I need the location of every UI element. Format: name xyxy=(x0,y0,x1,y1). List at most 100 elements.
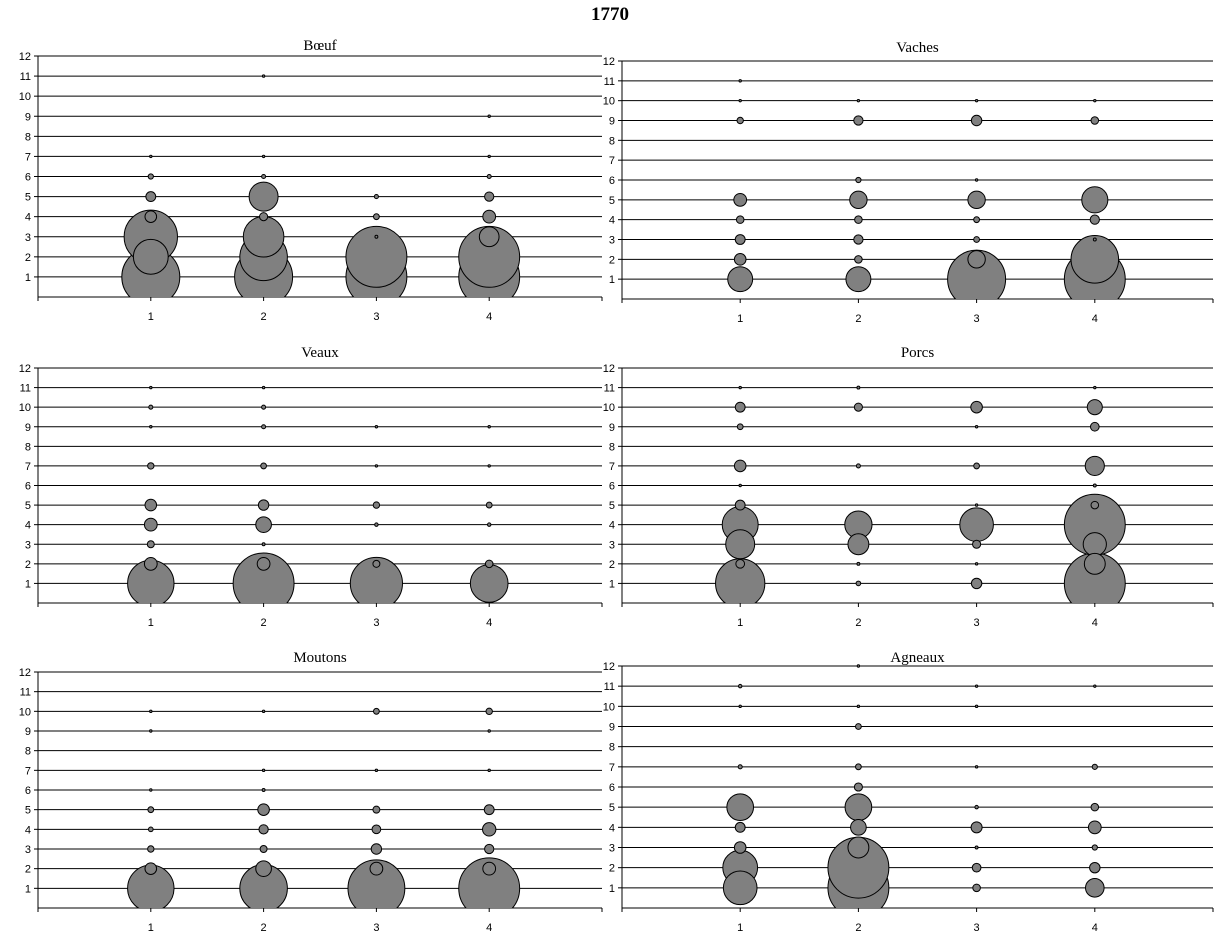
y-tick-label: 6 xyxy=(25,172,31,184)
x-tick-label: 2 xyxy=(855,313,861,325)
bubble xyxy=(970,114,983,127)
bubble xyxy=(855,176,862,184)
y-tick-label: 2 xyxy=(25,864,31,876)
y-tick-label: 12 xyxy=(19,667,31,679)
bubble xyxy=(733,841,747,854)
y-tick-label: 12 xyxy=(603,56,615,68)
bubble xyxy=(484,559,494,569)
bubble xyxy=(145,191,157,203)
bubble xyxy=(855,463,861,469)
y-tick-label: 3 xyxy=(25,844,31,856)
bubble xyxy=(372,501,381,509)
y-tick-label: 4 xyxy=(25,520,31,532)
bubble xyxy=(845,266,872,293)
bubble xyxy=(738,483,742,488)
y-tick-label: 8 xyxy=(25,441,31,453)
bubble xyxy=(232,552,295,603)
bubble xyxy=(261,542,266,547)
bubble xyxy=(967,250,986,269)
bubble xyxy=(737,683,743,689)
bubble xyxy=(255,860,272,877)
bubble xyxy=(147,173,154,180)
bubble xyxy=(735,558,746,569)
bubble xyxy=(971,862,982,873)
y-tick-label: 3 xyxy=(25,232,31,244)
bubble xyxy=(458,225,521,288)
bubble xyxy=(973,216,980,224)
bubble xyxy=(855,763,862,771)
y-tick-label: 1 xyxy=(609,578,615,590)
x-tick-label: 3 xyxy=(974,313,980,325)
y-tick-label: 1 xyxy=(25,272,31,284)
y-tick-label: 12 xyxy=(19,363,31,375)
y-tick-label: 7 xyxy=(609,762,615,774)
bubble xyxy=(967,190,986,210)
bubble xyxy=(482,209,497,224)
bubble xyxy=(1083,552,1106,575)
bubble xyxy=(485,501,493,509)
y-tick-label: 9 xyxy=(609,722,615,734)
bubble xyxy=(856,385,861,390)
y-tick-label: 11 xyxy=(20,71,31,83)
bubbles xyxy=(722,664,1105,908)
bubbles xyxy=(727,79,1126,299)
bubble xyxy=(261,709,266,714)
bubble xyxy=(970,577,983,590)
y-tick-label: 4 xyxy=(609,215,615,227)
bubble xyxy=(856,664,861,668)
figure-title: 1770 xyxy=(591,4,629,25)
bubble xyxy=(242,215,285,258)
x-tick-label: 1 xyxy=(148,617,154,629)
bubble xyxy=(849,190,868,210)
y-tick-label: 3 xyxy=(609,843,615,855)
y-tick-label: 7 xyxy=(25,151,31,163)
y-tick-label: 6 xyxy=(25,481,31,493)
bubble xyxy=(374,768,379,773)
bubble xyxy=(1089,861,1101,874)
y-tick-label: 4 xyxy=(25,824,31,836)
bubble xyxy=(959,507,994,542)
bubble xyxy=(973,236,980,243)
bubble xyxy=(1090,116,1100,125)
y-tick-label: 3 xyxy=(25,539,31,551)
bubble xyxy=(347,859,406,908)
bubble xyxy=(259,845,268,853)
bubbles xyxy=(715,385,1126,603)
bubble xyxy=(487,464,491,468)
bubble xyxy=(147,462,155,470)
bubble xyxy=(974,425,979,429)
x-tick-label: 2 xyxy=(261,617,267,629)
bubble xyxy=(149,788,153,792)
x-tick-label: 2 xyxy=(855,922,861,934)
bubble xyxy=(261,788,266,792)
y-tick-label: 7 xyxy=(609,155,615,167)
y-tick-label: 9 xyxy=(609,116,615,128)
y-tick-label: 7 xyxy=(25,765,31,777)
x-tick-label: 4 xyxy=(486,311,492,323)
bubbles xyxy=(121,74,521,297)
y-tick-label: 2 xyxy=(609,254,615,266)
y-tick-label: 4 xyxy=(609,520,615,532)
bubble xyxy=(261,154,266,159)
y-tick-label: 2 xyxy=(25,252,31,264)
bubble xyxy=(143,556,158,571)
y-tick-label: 8 xyxy=(609,742,615,754)
bubble xyxy=(1091,844,1098,851)
y-tick-label: 12 xyxy=(19,51,31,63)
x-tick-label: 4 xyxy=(486,922,492,934)
bubble xyxy=(482,822,497,837)
bubble xyxy=(1084,455,1105,476)
y-tick-label: 7 xyxy=(609,461,615,473)
y-tick-label: 9 xyxy=(25,422,31,434)
x-tick-label: 1 xyxy=(148,922,154,934)
y-tick-label: 5 xyxy=(25,500,31,512)
bubble xyxy=(478,226,500,248)
bubble xyxy=(854,215,863,224)
x-tick-label: 3 xyxy=(373,311,379,323)
bubble xyxy=(736,423,744,431)
bubble xyxy=(735,215,745,224)
bubble xyxy=(374,464,379,468)
bubble xyxy=(487,729,491,733)
panel-title: Veaux xyxy=(301,345,339,361)
